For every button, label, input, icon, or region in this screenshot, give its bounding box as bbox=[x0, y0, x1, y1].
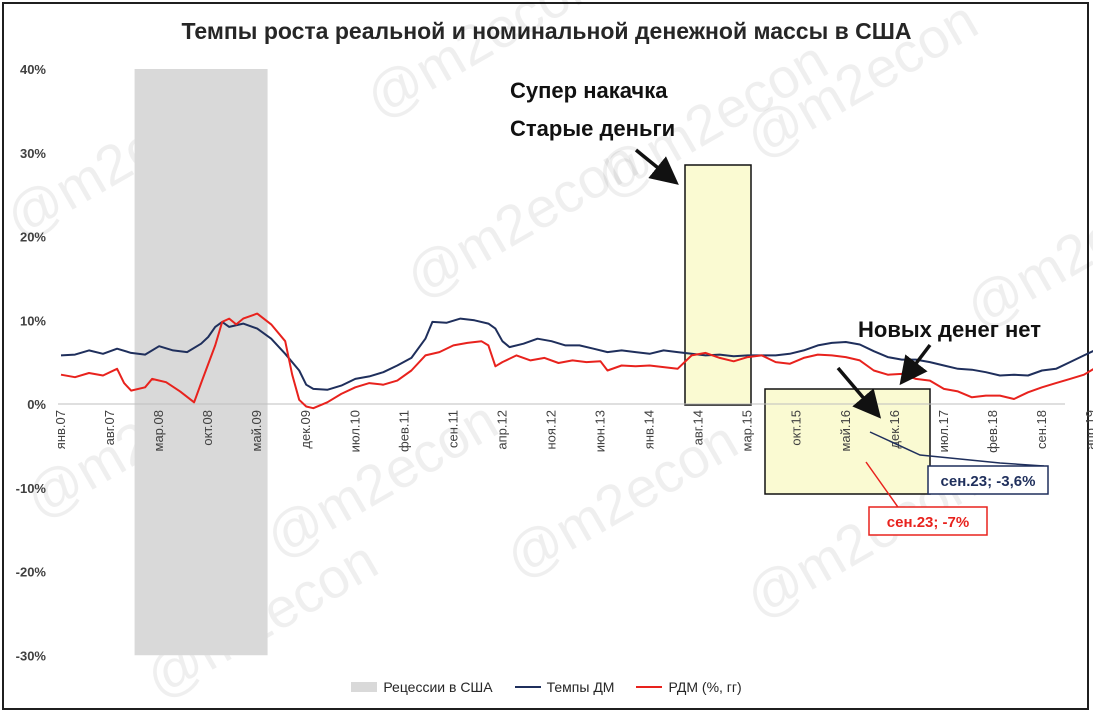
x-tick-label: окт.15 bbox=[789, 410, 804, 446]
annotation-super-stimulus: Супер накачка bbox=[510, 78, 668, 103]
y-tick-label: -30% bbox=[16, 648, 47, 663]
x-tick-label: апр.12 bbox=[494, 410, 509, 450]
legend: Рецессии в США Темпы ДМ РДМ (%, гг) bbox=[0, 679, 1093, 695]
callout-leader-blue bbox=[869, 431, 1045, 467]
y-tick-label: 20% bbox=[20, 230, 46, 245]
legend-swatch-red bbox=[636, 686, 663, 688]
x-tick-label: май.16 bbox=[838, 410, 853, 452]
y-tick-label: 10% bbox=[20, 313, 46, 328]
series-line-red bbox=[60, 312, 1093, 410]
arrow-to-stimulus bbox=[634, 148, 679, 185]
x-tick-label: янв.14 bbox=[642, 410, 657, 449]
legend-item-blue: Темпы ДМ bbox=[514, 679, 615, 695]
series-line-blue bbox=[60, 317, 1093, 391]
x-tick-label: янв.07 bbox=[53, 410, 68, 449]
recession-band bbox=[134, 69, 268, 656]
x-tick-label: авг.14 bbox=[691, 410, 706, 445]
y-axis: 40% 30% 20% 10% 0% -10% -20% -30% bbox=[16, 62, 47, 663]
x-axis: янв.07 авг.07 мар.08 окт.08 май.09 дек.09 июл.… bbox=[53, 410, 1093, 453]
x-tick-label: мар.08 bbox=[151, 410, 166, 451]
watermark-text: @m2econ bbox=[255, 388, 508, 571]
x-tick-label: авг.07 bbox=[102, 410, 117, 445]
legend-label-blue: Темпы ДМ bbox=[546, 679, 615, 695]
y-tick-label: 0% bbox=[27, 397, 46, 412]
series-lines bbox=[60, 312, 1093, 410]
annotation-old-money: Старые деньги bbox=[510, 116, 675, 141]
arrow-to-decline bbox=[836, 366, 882, 419]
annotation-no-new-money: Новых денег нет bbox=[858, 317, 1041, 342]
watermark-text: @m2econ bbox=[955, 158, 1093, 341]
y-tick-label: -10% bbox=[16, 481, 47, 496]
x-tick-label: фев.18 bbox=[985, 410, 1000, 453]
recession-bands bbox=[134, 69, 268, 656]
x-tick-label: апр.19 bbox=[1083, 410, 1093, 450]
highlight-boxes bbox=[684, 164, 931, 495]
watermark-text: @m2econ bbox=[495, 408, 748, 591]
callout-label-blue: сен.23; -3,6% bbox=[941, 473, 1036, 490]
legend-item-recession: Рецессии в США bbox=[351, 679, 493, 695]
x-tick-label: сен.18 bbox=[1034, 410, 1049, 449]
x-tick-label: сен.11 bbox=[445, 410, 460, 448]
legend-label-red: РДМ (%, гг) bbox=[668, 679, 742, 695]
watermark-text: @m2econ bbox=[395, 128, 648, 311]
x-tick-label: мар.15 bbox=[740, 410, 755, 451]
highlight-box-decline bbox=[764, 388, 931, 495]
x-tick-label: дек.09 bbox=[298, 410, 313, 449]
y-tick-label: 30% bbox=[20, 146, 46, 161]
x-tick-label: ноя.12 bbox=[543, 410, 558, 450]
x-tick-label: май.09 bbox=[249, 410, 264, 452]
y-tick-label: 40% bbox=[20, 62, 46, 77]
x-tick-label: фев.11 bbox=[396, 410, 411, 452]
x-tick-label: июн.13 bbox=[593, 410, 608, 452]
chart-title: Темпы роста реальной и номинальной денеж… bbox=[181, 18, 912, 44]
x-tick-label: июл.17 bbox=[936, 410, 951, 452]
y-tick-label: -20% bbox=[16, 565, 47, 580]
annotations: Супер накачка Старые деньги Новых денег не… bbox=[510, 78, 1049, 536]
callout-label-red: сен.23; -7% bbox=[887, 514, 969, 531]
x-tick-label: окт.08 bbox=[200, 410, 215, 446]
highlight-box-stimulus bbox=[684, 164, 752, 406]
callout-box-blue bbox=[927, 465, 1049, 495]
legend-label-recession: Рецессии в США bbox=[383, 679, 493, 695]
arrow-no-new-money bbox=[899, 343, 932, 386]
legend-swatch-blue bbox=[514, 686, 541, 688]
legend-swatch-recession bbox=[351, 682, 378, 692]
callout-box-red bbox=[868, 506, 988, 536]
x-tick-label: июл.10 bbox=[347, 410, 362, 452]
legend-item-red: РДМ (%, гг) bbox=[636, 679, 742, 695]
x-tick-label: дек.16 bbox=[887, 410, 902, 449]
